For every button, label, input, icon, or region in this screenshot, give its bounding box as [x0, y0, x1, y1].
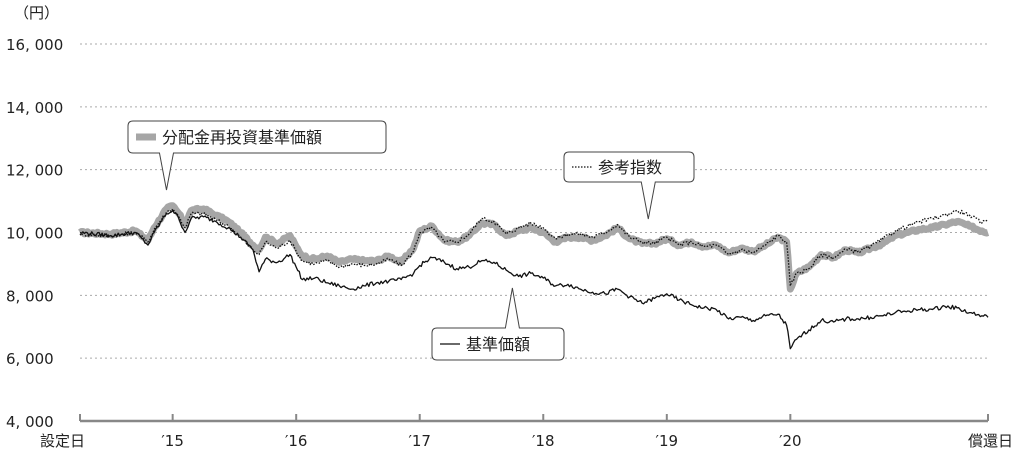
- series-base-price-line: [79, 209, 989, 350]
- callout-1: 参考指数: [563, 151, 695, 220]
- y-tick-label: 14, 000: [6, 99, 63, 117]
- y-tick-label: 12, 000: [6, 162, 63, 180]
- x-tick-label: ′15: [161, 432, 184, 450]
- x-tick-label: ′16: [285, 432, 308, 450]
- y-tick-label: 8, 000: [6, 287, 54, 305]
- series-lines: [78, 202, 990, 350]
- callout-label: 参考指数: [598, 158, 662, 177]
- x-tick-label: 償還日: [968, 432, 1013, 450]
- axes: 設定日 ′15 ′16 ′17 ′18 ′19 ′20 償還日: [40, 414, 1013, 450]
- callout-2: 基準価額: [431, 287, 565, 361]
- x-tick-label: 設定日: [40, 432, 85, 450]
- callout-box: [431, 287, 565, 361]
- callout-label: 分配金再投資基準価額: [162, 128, 322, 147]
- y-unit-label: （円）: [14, 4, 59, 22]
- gridlines: 4, 000 6, 000 8, 000 10, 000 12, 000 14, 000 1…: [6, 4, 988, 431]
- x-tick-label: ′17: [408, 432, 431, 450]
- callout-box: [127, 120, 387, 191]
- x-tick-label: ′20: [779, 432, 802, 450]
- y-tick-label: 4, 000: [6, 413, 54, 431]
- y-tick-label: 6, 000: [6, 350, 54, 368]
- callout-0: 分配金再投資基準価額: [127, 120, 387, 191]
- x-tick-label: ′19: [656, 432, 679, 450]
- callout-box: [563, 151, 695, 220]
- y-tick-label: 10, 000: [6, 225, 63, 243]
- x-tick-label: ′18: [532, 432, 555, 450]
- series-reinvested-line: [78, 202, 990, 293]
- callout-label: 基準価額: [466, 335, 530, 354]
- y-tick-label: 16, 000: [6, 36, 63, 54]
